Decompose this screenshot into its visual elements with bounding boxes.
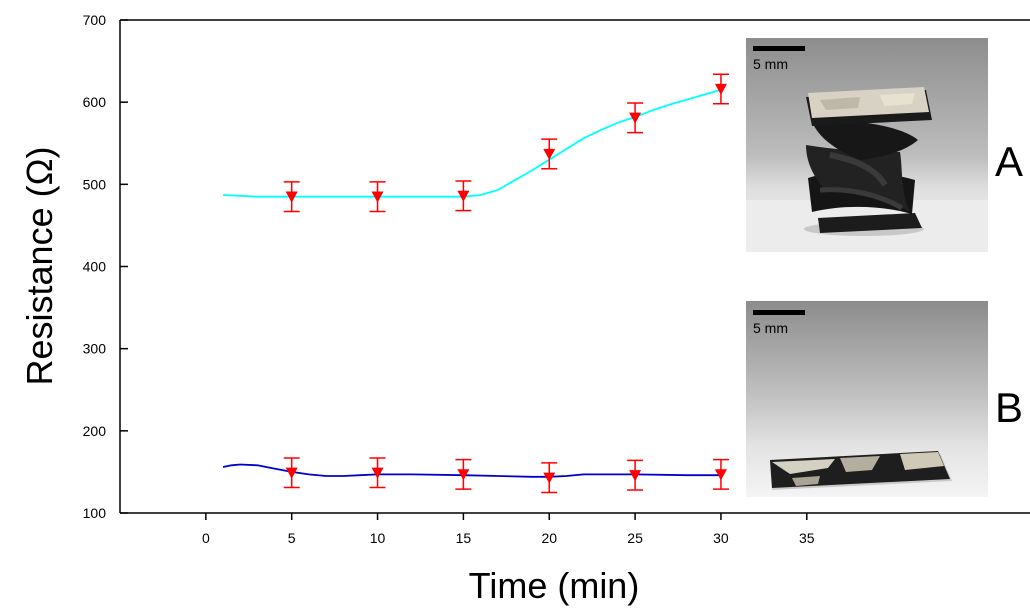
scale-bar-label-a: 5 mm (753, 56, 788, 72)
data-point (457, 190, 470, 202)
x-tick-label: 15 (456, 530, 472, 546)
y-tick-label: 300 (83, 341, 107, 357)
series-a-line (222, 88, 722, 198)
series-b (222, 457, 729, 494)
x-tick-label: 20 (541, 530, 557, 546)
data-point (457, 469, 470, 481)
series-a (222, 73, 729, 213)
y-tick-label: 200 (83, 423, 107, 439)
x-tick-label: 5 (288, 530, 296, 546)
x-ticks: 0 5 10 15 20 25 30 35 (202, 513, 815, 546)
x-tick-label: 35 (799, 530, 815, 546)
data-point (543, 472, 556, 484)
y-ticks: 100 200 300 400 500 600 700 (83, 12, 128, 521)
x-tick-label: 25 (627, 530, 643, 546)
data-point (629, 112, 642, 124)
x-tick-label: 0 (202, 530, 210, 546)
data-point (714, 83, 727, 96)
y-tick-label: 500 (83, 176, 107, 192)
series-layer (222, 73, 729, 494)
data-point (285, 191, 298, 203)
inset-photo-a: 5 mm (746, 38, 988, 252)
y-tick-label: 700 (83, 12, 107, 28)
scale-bar-b (753, 310, 805, 315)
y-tick-label: 100 (83, 505, 107, 521)
x-tick-label: 30 (713, 530, 729, 546)
x-axis-title: Time (min) (469, 565, 640, 606)
scale-bar-label-b: 5 mm (753, 320, 788, 336)
data-point (285, 467, 298, 479)
data-point (543, 148, 556, 160)
scale-bar-a (753, 46, 805, 51)
panel-label-b: B (995, 384, 1023, 431)
data-point (371, 467, 384, 479)
data-point (714, 469, 727, 481)
inset-photo-b: 5 mm (746, 301, 988, 497)
y-tick-label: 600 (83, 94, 107, 110)
data-point (371, 191, 384, 203)
x-tick-label: 10 (370, 530, 386, 546)
panel-label-a: A (995, 138, 1023, 185)
series-b-line (222, 463, 721, 478)
y-axis-title: Resistance (Ω) (19, 147, 60, 386)
y-tick-label: 400 (83, 259, 107, 275)
data-point (629, 470, 642, 482)
